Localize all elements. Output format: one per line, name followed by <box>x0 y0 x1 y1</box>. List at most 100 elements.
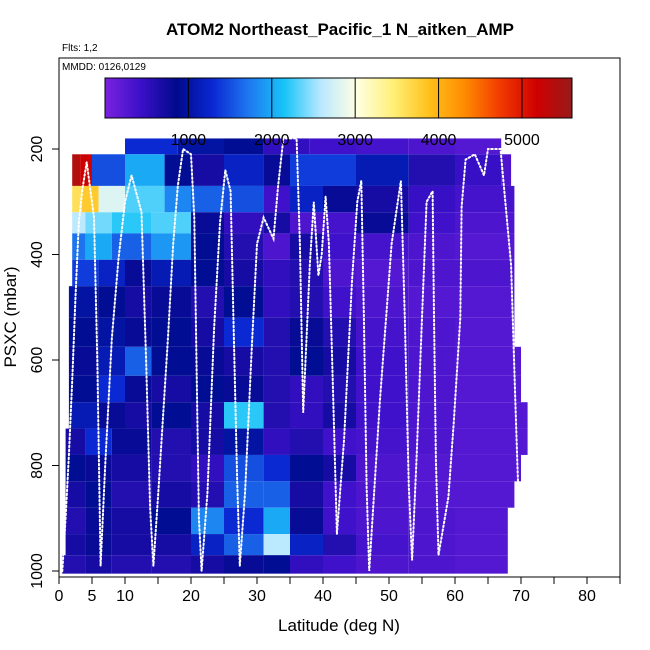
heatmap-cell <box>455 534 508 556</box>
heatmap-cell <box>224 317 264 347</box>
heatmap-cell <box>263 454 290 482</box>
flights-label: Flts: 1,2 <box>62 43 98 54</box>
heatmap-cell <box>323 534 356 556</box>
heatmap-cell <box>323 428 356 455</box>
colorbar-ticks: 1000 2000 3000 4000 5000 <box>171 78 540 149</box>
x-tick-label: 20 <box>182 588 200 605</box>
colorbar-tick-label: 3000 <box>337 132 373 149</box>
heatmap-cell <box>125 185 165 213</box>
colorbar-tick-label: 5000 <box>504 132 540 149</box>
heatmap-cell <box>85 507 112 535</box>
heatmap-cell <box>177 138 224 155</box>
heatmap-cell <box>111 233 152 260</box>
x-tick-label: 30 <box>248 588 266 605</box>
heatmap-cell <box>191 507 224 535</box>
heatmap-cell <box>68 286 99 318</box>
heatmap-cell <box>455 233 515 260</box>
y-tick-label: 600 <box>29 347 46 374</box>
x-tick-label: 10 <box>116 588 134 605</box>
heatmap-cell <box>191 534 224 556</box>
heatmap-cell <box>290 375 323 403</box>
heatmap-cell <box>72 154 81 186</box>
heatmap-cell <box>290 212 323 234</box>
heatmap-cell <box>85 534 112 556</box>
heatmap-cell <box>62 555 86 574</box>
heatmap-cell <box>455 138 502 155</box>
heatmap-cell <box>263 317 290 347</box>
heatmap-cell <box>151 346 191 376</box>
x-tick-label: 5 <box>88 588 97 605</box>
heatmap-cell <box>224 428 264 455</box>
heatmap-cell <box>263 259 290 287</box>
heatmap-cell <box>224 534 264 556</box>
colorbar-tick-label: 2000 <box>254 132 290 149</box>
heatmap-cell <box>290 154 356 186</box>
heatmap-cell <box>263 233 290 260</box>
y-axis: 200 400 600 800 1000 <box>29 136 59 589</box>
heatmap-cell <box>263 534 290 556</box>
heatmap-cell <box>85 233 112 260</box>
heatmap-cell <box>111 454 152 482</box>
heatmap-cell <box>408 402 455 429</box>
heatmap-cell <box>455 317 515 347</box>
heatmap-cell <box>111 534 152 556</box>
heatmap-cell <box>408 212 455 234</box>
heatmap-cell <box>263 507 290 535</box>
heatmap-cell <box>323 212 356 234</box>
heatmap-cell <box>356 212 409 234</box>
heatmap-cell <box>290 233 323 260</box>
heatmap-cell <box>151 555 191 574</box>
heatmap-cell <box>408 555 455 574</box>
heatmap-cell <box>111 507 152 535</box>
heatmap-cell <box>65 507 86 535</box>
heatmap-cell <box>290 555 323 574</box>
heatmap-cell <box>323 507 356 535</box>
heatmap-cell <box>151 402 191 429</box>
heatmap-cell <box>356 233 409 260</box>
heatmap-cell <box>151 428 191 455</box>
heatmap-cell <box>224 454 264 482</box>
flight-track <box>61 137 520 572</box>
x-tick-label: 80 <box>578 588 596 605</box>
heatmap-cell <box>98 185 125 213</box>
heatmap-cell <box>263 154 290 186</box>
heatmap-cell <box>408 317 455 347</box>
heatmap-cell <box>356 534 409 556</box>
heatmap-cell <box>85 555 112 574</box>
heatmap-cell <box>356 428 409 455</box>
y-tick-label: 200 <box>29 136 46 163</box>
heatmap-cell <box>455 555 508 574</box>
heatmap-cell <box>98 286 125 318</box>
heatmap-cell <box>125 286 152 318</box>
heatmap-cell <box>455 259 515 287</box>
heatmap-cell <box>263 481 290 508</box>
heatmap-cell <box>68 402 99 429</box>
heatmap-cell <box>455 154 502 186</box>
heatmap-cell <box>125 154 165 186</box>
heatmap-cell <box>263 555 290 574</box>
heatmap-cell <box>356 454 409 482</box>
heatmap-cell <box>151 454 191 482</box>
heatmap-cell <box>263 402 290 429</box>
heatmap-cell <box>323 454 356 482</box>
colorbar: 1000 2000 3000 4000 5000 <box>104 77 573 149</box>
heatmap-cell <box>263 375 290 403</box>
heatmap-cell <box>224 286 264 318</box>
heatmap-cell <box>455 286 515 318</box>
colorbar-frame <box>104 77 573 119</box>
heatmap-cell <box>92 154 125 186</box>
heatmap-cell <box>72 233 86 260</box>
heatmap-cell <box>125 259 152 287</box>
heatmap-cells <box>62 138 528 574</box>
heatmap-cell <box>408 138 455 155</box>
heatmap-cell <box>290 428 323 455</box>
heatmap-cell <box>455 507 508 535</box>
heatmap-cell <box>356 402 409 429</box>
dates-label: MMDD: 0126,0129 <box>62 62 146 73</box>
heatmap-cell <box>356 259 409 287</box>
heatmap-cell <box>323 185 356 213</box>
heatmap-cell <box>408 154 455 186</box>
heatmap-cell <box>125 317 152 347</box>
heatmap-cell <box>323 375 356 403</box>
